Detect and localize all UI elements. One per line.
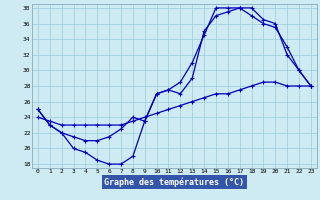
X-axis label: Graphe des températures (°C): Graphe des températures (°C) [104, 177, 244, 187]
